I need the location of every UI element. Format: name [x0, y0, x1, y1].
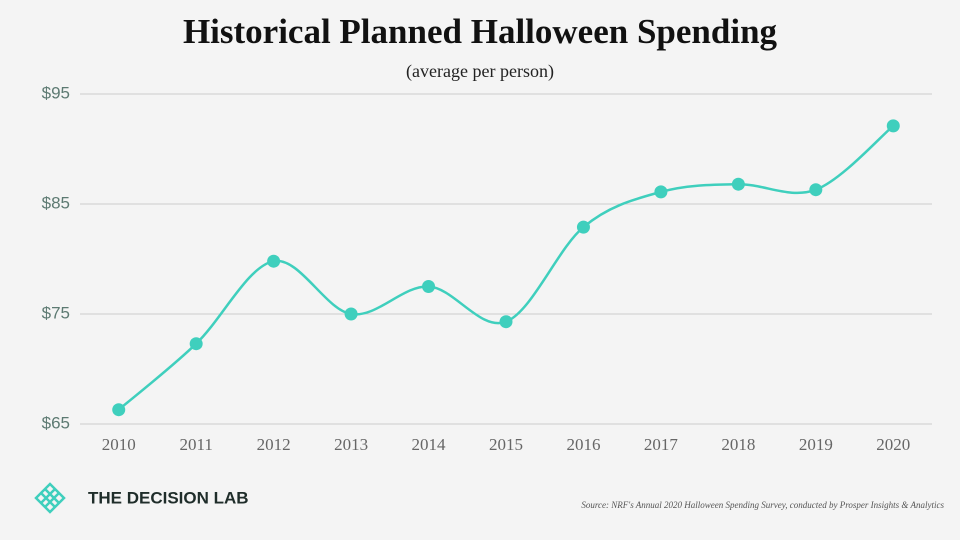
x-tick-label: 2014 [412, 435, 447, 454]
x-tick-label: 2011 [179, 435, 212, 454]
point [344, 307, 358, 321]
point [886, 119, 900, 133]
x-tick-label: 2013 [334, 435, 368, 454]
x-tick-label: 2020 [876, 435, 910, 454]
x-tick-label: 2012 [257, 435, 291, 454]
point [189, 337, 203, 351]
y-tick-label: $85 [42, 193, 70, 212]
x-tick-label: 2016 [566, 435, 600, 454]
y-tick-label: $75 [42, 303, 70, 322]
x-tick-label: 2015 [489, 435, 523, 454]
chart-subtitle: (average per person) [406, 61, 554, 82]
point [267, 254, 281, 268]
x-tick-label: 2017 [644, 435, 679, 454]
brand: THE DECISION LAB [88, 488, 249, 507]
x-tick-label: 2018 [721, 435, 755, 454]
point [422, 280, 436, 293]
point [576, 220, 590, 234]
chart-title: Historical Planned Halloween Spending [183, 12, 778, 51]
y-tick-label: $95 [42, 83, 70, 102]
x-tick-label: 2010 [102, 435, 136, 454]
y-tick-label: $65 [42, 413, 70, 432]
x-tick-label: 2019 [799, 435, 833, 454]
logo-mark [34, 482, 66, 514]
point [731, 177, 745, 191]
point [809, 183, 823, 197]
source-note: Source: NRF's Annual 2020 Halloween Spen… [581, 500, 944, 510]
point [499, 315, 513, 329]
logo-icon [34, 482, 66, 514]
point [112, 403, 126, 417]
point [654, 185, 668, 199]
